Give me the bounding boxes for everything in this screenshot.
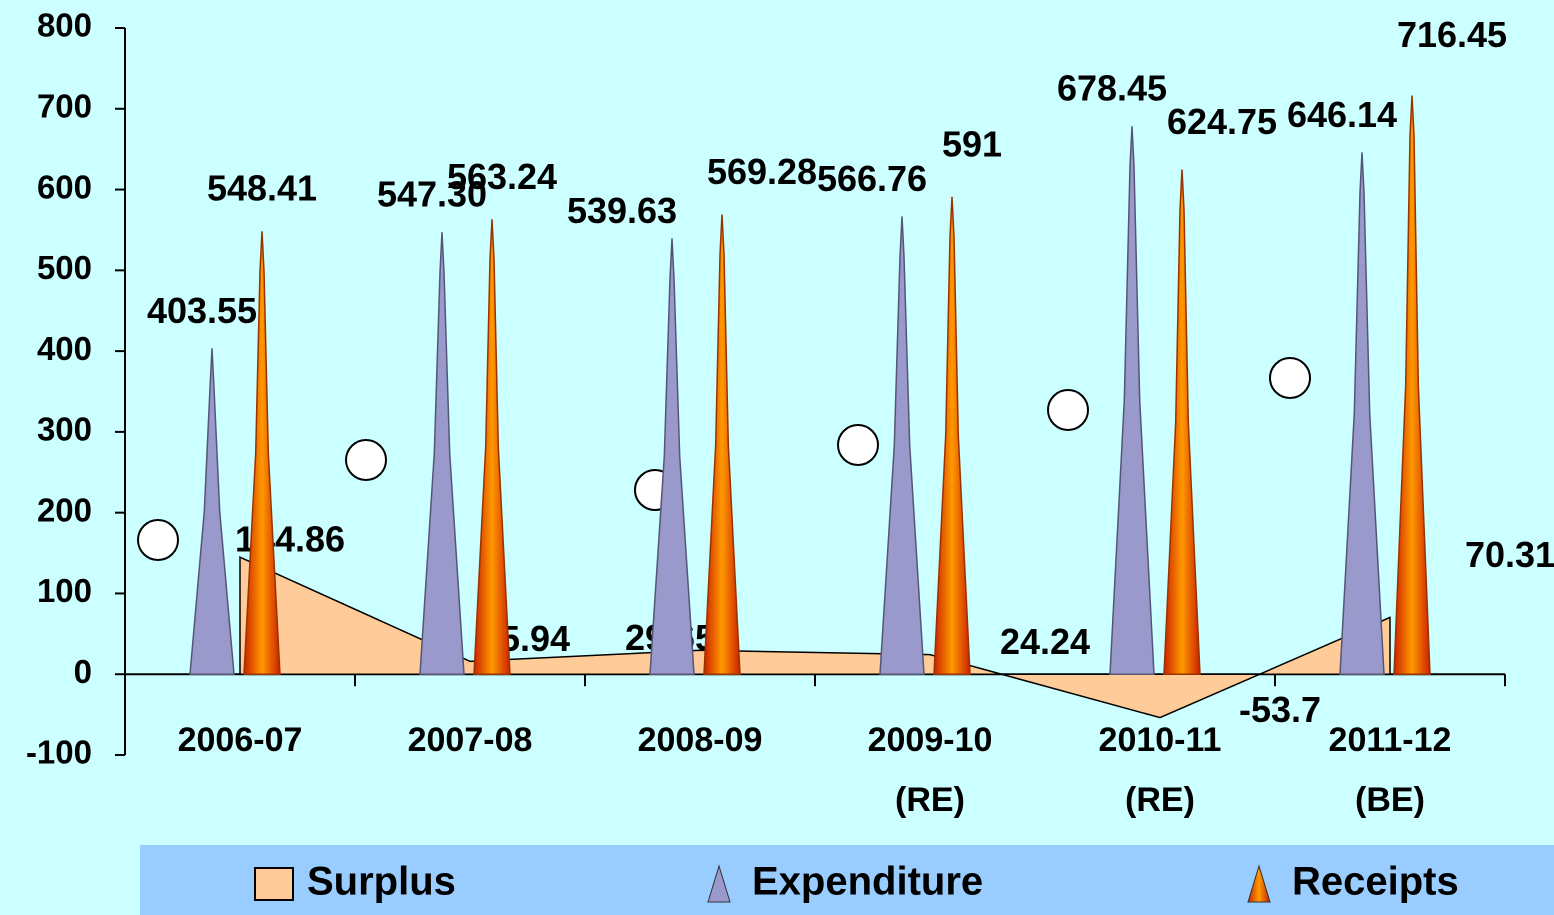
x-tick-label: 2007-08 (408, 721, 533, 759)
data-label: 569.28 (707, 151, 817, 192)
x-tick-label-line: 2009-10 (868, 721, 993, 759)
x-tick-label: 2006-07 (178, 721, 303, 759)
legend-swatch (255, 868, 293, 900)
data-label: 646.14 (1287, 94, 1397, 135)
data-label: 548.41 (207, 168, 317, 209)
data-label: 566.76 (817, 158, 927, 199)
y-tick-label: 300 (37, 411, 92, 448)
data-label: 24.24 (1000, 621, 1090, 662)
chart: -100 0 100 200 300 400 500 600 700 800 2006-07 2007… (0, 0, 1554, 915)
y-tick-label: 600 (37, 168, 92, 205)
y-tick-label: -100 (26, 734, 92, 771)
data-label: 539.63 (567, 190, 677, 231)
data-label: 563.24 (447, 156, 557, 197)
y-tick-label: 200 (37, 491, 92, 528)
data-label: 678.45 (1057, 68, 1167, 109)
x-tick-label-line: 2007-08 (408, 721, 533, 759)
data-label: 624.75 (1167, 101, 1277, 142)
x-tick-label: 2008-09 (638, 721, 763, 759)
data-label: 591 (942, 123, 1002, 164)
y-tick-label: 100 (37, 572, 92, 609)
legend-label: Surplus (307, 860, 456, 904)
y-tick-label: 500 (37, 249, 92, 286)
x-tick-label-line: 2008-09 (638, 721, 763, 759)
x-tick-label-line: 2006-07 (178, 721, 303, 759)
data-label: -53.7 (1239, 689, 1321, 730)
y-tick-label: 800 (37, 7, 92, 44)
y-tick-label: 700 (37, 87, 92, 124)
x-tick-label-line: (RE) (895, 781, 965, 819)
x-tick-label-line: (RE) (1125, 781, 1195, 819)
background (0, 0, 1554, 915)
legend-label: Expenditure (752, 860, 983, 904)
legend-label: Receipts (1292, 860, 1459, 904)
y-tick-label: 0 (74, 653, 92, 690)
data-label: 70.31 (1465, 534, 1554, 575)
x-tick-label-line: 2011-12 (1329, 721, 1452, 759)
data-label: 716.45 (1397, 14, 1507, 55)
data-label: 403.55 (147, 290, 257, 331)
x-tick-label-line: (BE) (1355, 781, 1425, 819)
y-tick-label: 400 (37, 330, 92, 367)
x-tick-label-line: 2010-11 (1099, 721, 1222, 759)
